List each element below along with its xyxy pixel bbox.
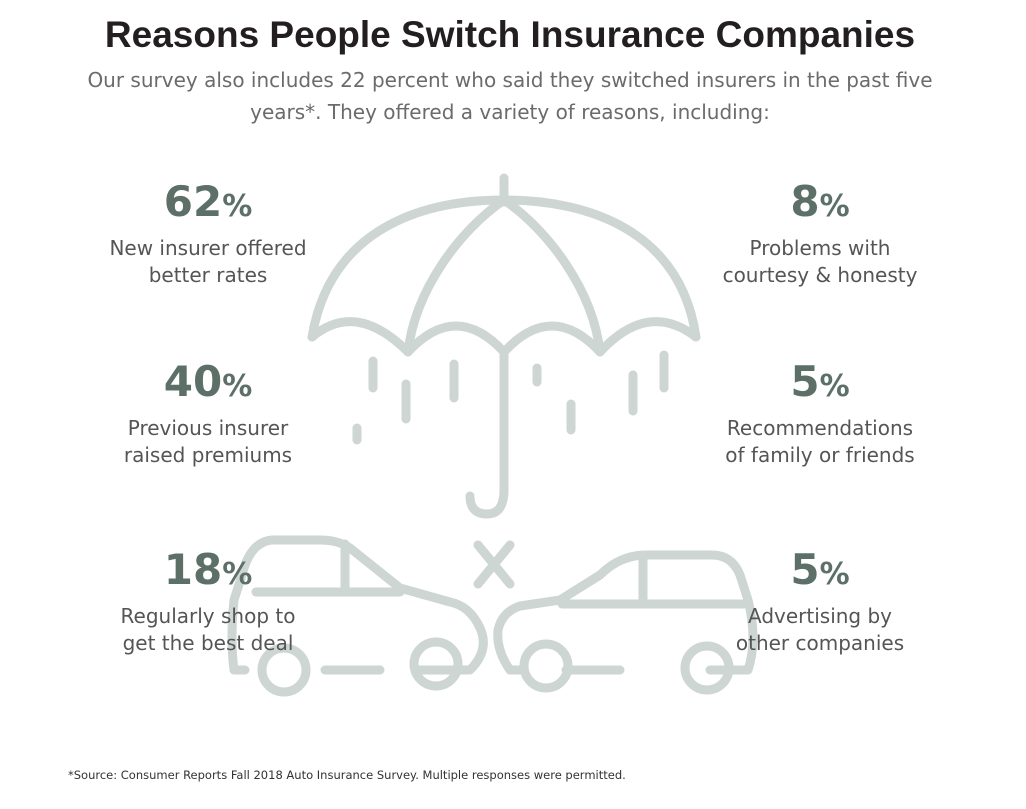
- stat-percent: 18%: [163, 545, 253, 594]
- umbrella-icon: [307, 173, 701, 519]
- car-crash-icon: [227, 535, 758, 697]
- stat-description: Regularly shop to get the best deal: [120, 604, 296, 655]
- stat-description: Recommendations of family or friends: [725, 416, 915, 467]
- collision-x-icon: [473, 540, 515, 589]
- stat-percent: 40%: [163, 357, 253, 406]
- stat-courtesy-honesty: 8% Problems with courtesy & honesty: [680, 178, 960, 289]
- stat-description: Previous insurer raised premiums: [123, 416, 293, 467]
- stat-description: New insurer offered better rates: [109, 236, 307, 287]
- stat-percent: 62%: [163, 177, 253, 226]
- stat-raised-premiums: 40% Previous insurer raised premiums: [68, 358, 348, 469]
- stat-shop-best-deal: 18% Regularly shop to get the best deal: [68, 546, 348, 657]
- page-subtitle: Our survey also includes 22 percent who …: [87, 68, 933, 124]
- rain-icon: [352, 350, 669, 445]
- source-footnote: *Source: Consumer Reports Fall 2018 Auto…: [68, 768, 626, 782]
- stat-description: Problems with courtesy & honesty: [722, 236, 918, 287]
- stat-description: Advertising by other companies: [735, 604, 905, 655]
- page-title: Reasons People Switch Insurance Companie…: [104, 14, 916, 55]
- stat-recommendations: 5% Recommendations of family or friends: [680, 358, 960, 469]
- stat-advertising: 5% Advertising by other companies: [680, 546, 960, 657]
- stat-percent: 8%: [790, 177, 850, 226]
- stat-percent: 5%: [790, 357, 850, 406]
- stat-better-rates: 62% New insurer offered better rates: [68, 178, 348, 289]
- stat-percent: 5%: [790, 545, 850, 594]
